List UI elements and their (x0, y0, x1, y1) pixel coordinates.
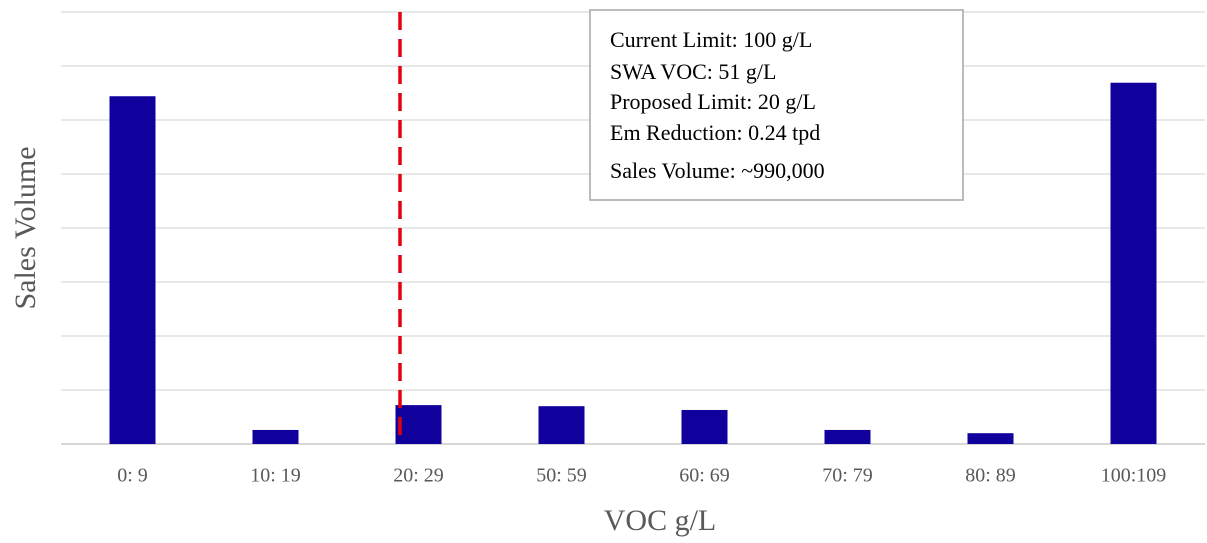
y-axis-label: Sales Volume (9, 146, 42, 309)
x-tick-label: 60: 69 (679, 465, 730, 487)
x-tick-label: 20: 29 (393, 465, 444, 487)
bar (1110, 82, 1157, 445)
x-tick-label: 50: 59 (536, 465, 587, 487)
x-tick-label: 0: 9 (117, 465, 148, 487)
plot: 0: 9 10: 19 20: 29 50: 59 60: 69 70: 79 80: 89… (61, 11, 1205, 487)
annotation-line: Current Limit: 100 g/L (610, 27, 812, 52)
annotation: Current Limit: 100 g/L SWA VOC: 51 g/L Pro… (610, 27, 825, 183)
bar (109, 96, 156, 445)
bar (824, 429, 871, 444)
annotation-line: Sales Volume: ~990,000 (610, 158, 825, 183)
x-tick-label: 100:109 (1101, 465, 1167, 487)
bar (538, 406, 585, 444)
annotation-box (589, 9, 964, 201)
x-tick-label: 10: 19 (250, 465, 301, 487)
x-tick-label: 80: 89 (965, 465, 1016, 487)
x-axis-label: VOC g/L (604, 504, 717, 537)
bar (252, 429, 299, 444)
x-tick-label: 70: 79 (822, 465, 873, 487)
annotation-line: SWA VOC: 51 g/L (610, 59, 776, 84)
annotation-line: Em Reduction: 0.24 tpd (610, 120, 820, 145)
annotation-line: Proposed Limit: 20 g/L (610, 89, 816, 114)
bar (967, 433, 1014, 444)
bar (681, 409, 728, 444)
bar (395, 405, 442, 444)
